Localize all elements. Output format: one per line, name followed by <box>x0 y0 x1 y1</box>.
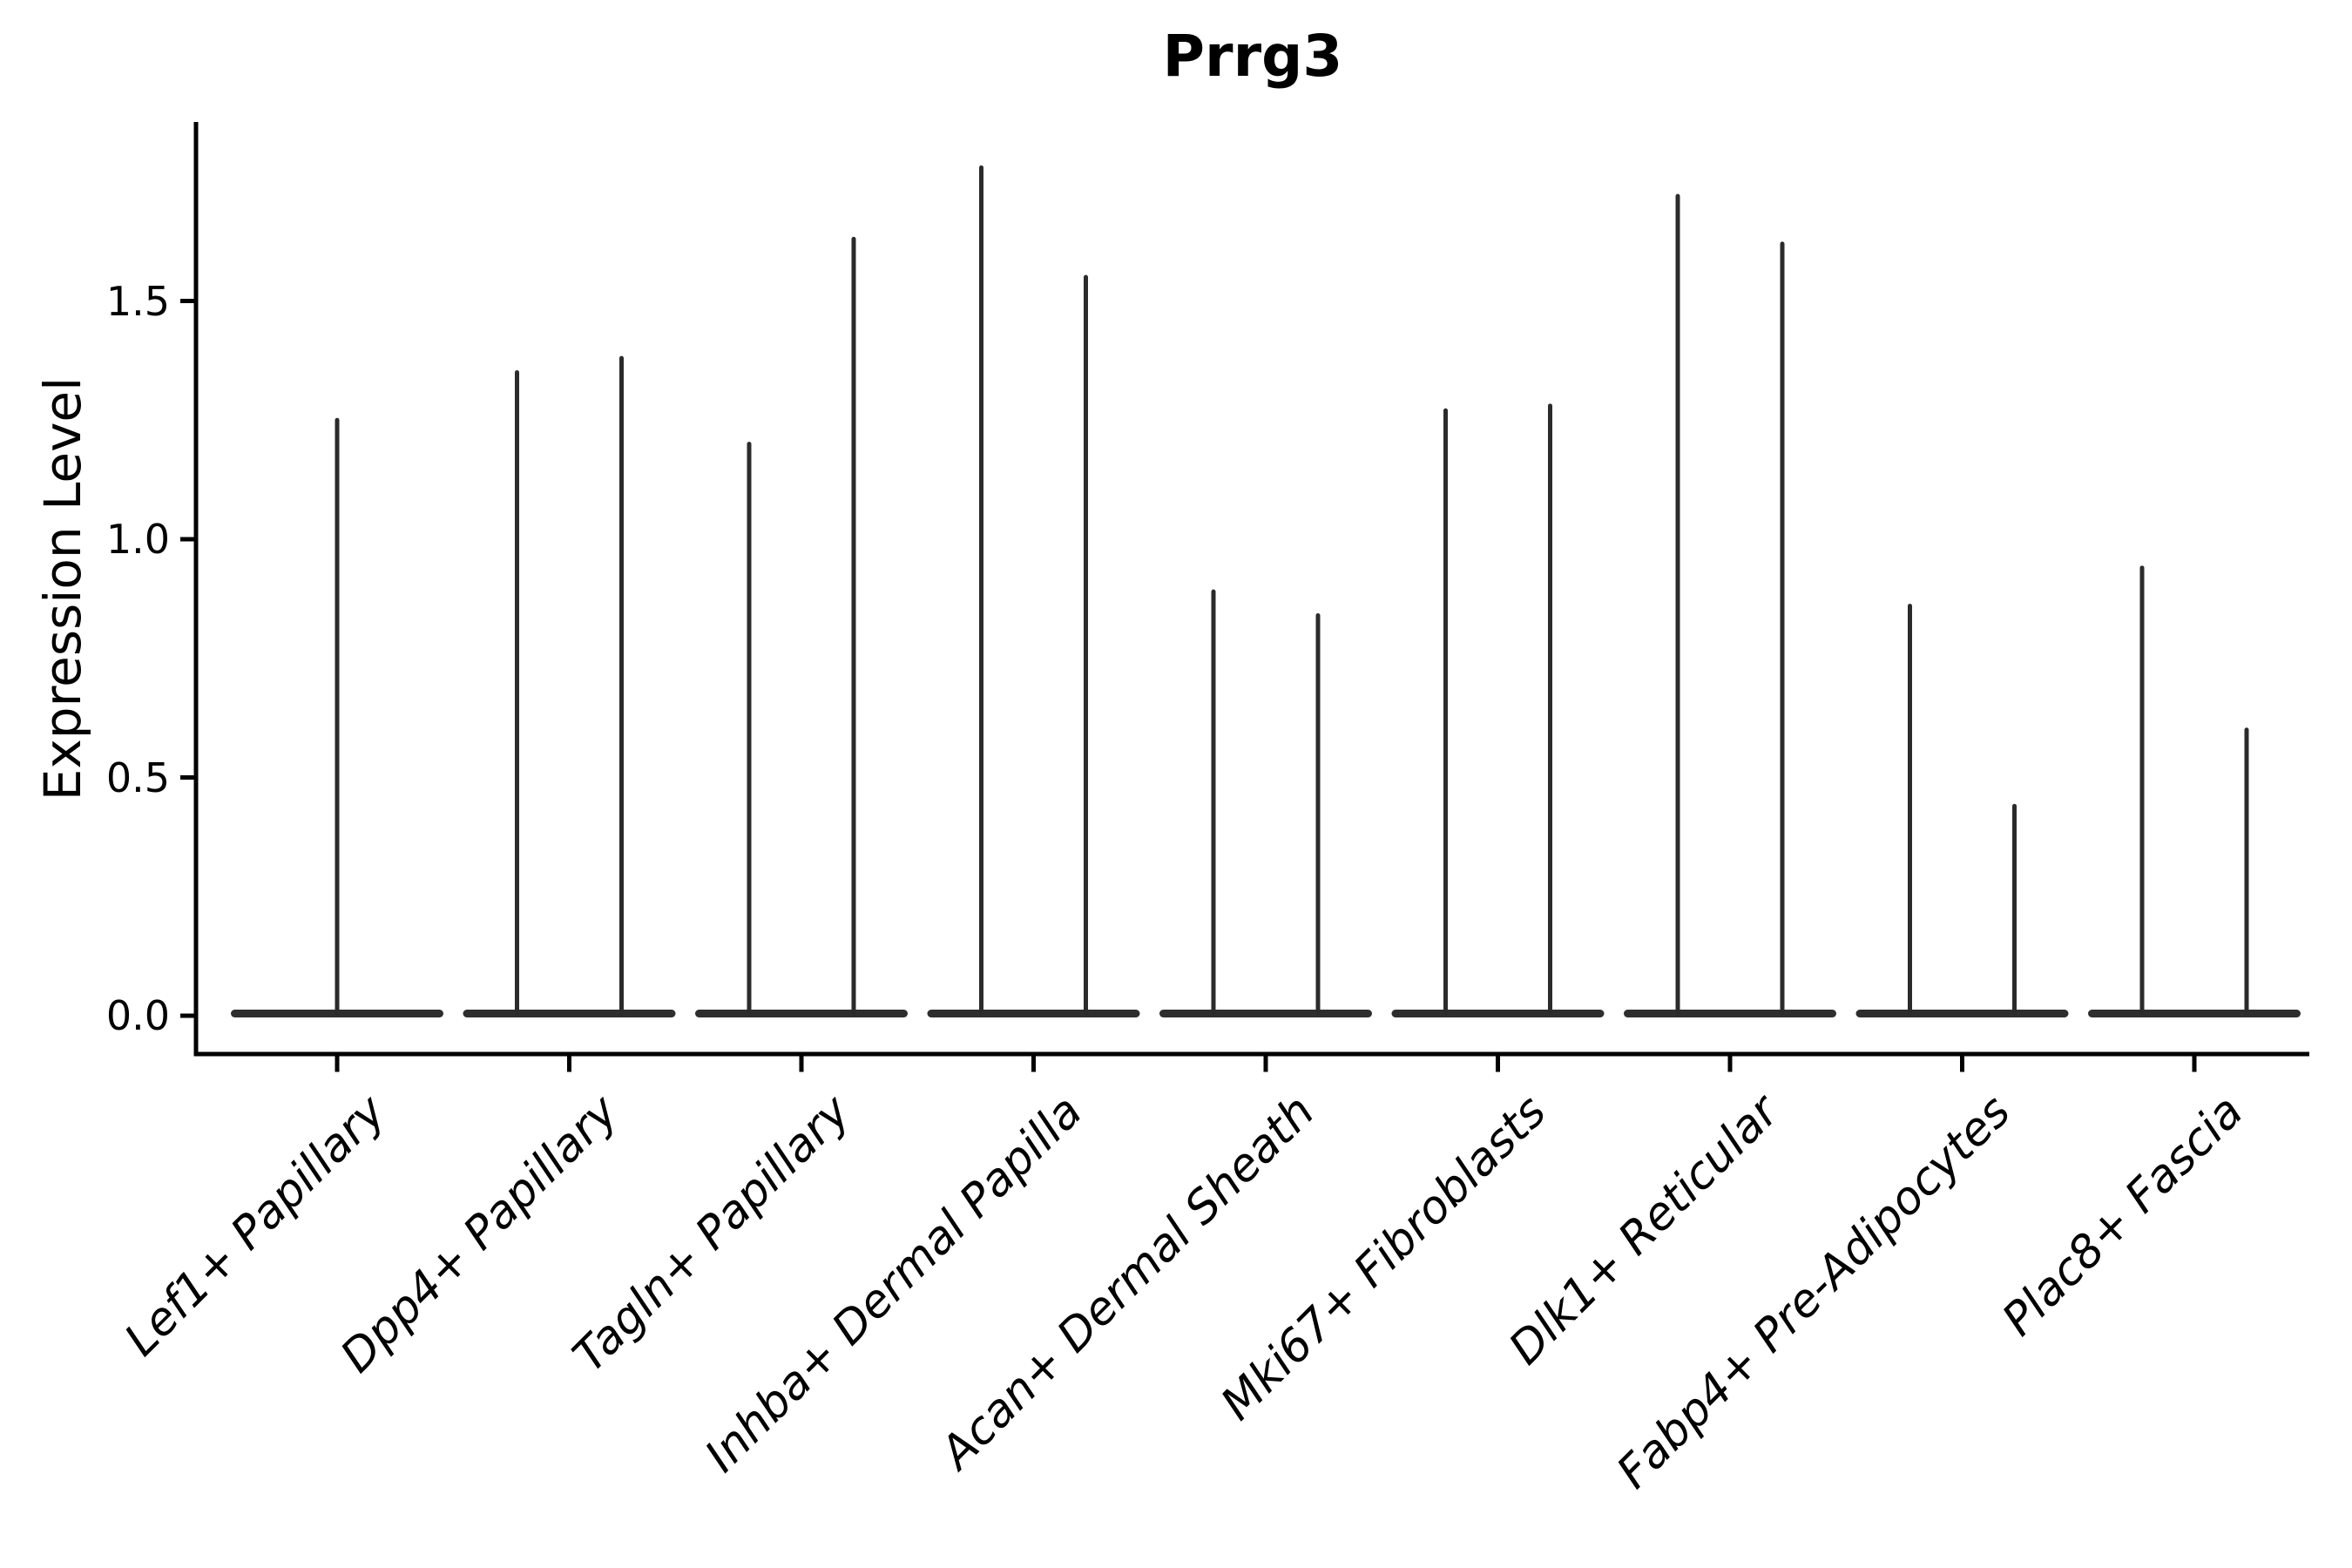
violin-baseline <box>1624 1010 1836 1017</box>
violin-baseline <box>1391 1010 1605 1017</box>
violin-baseline <box>695 1010 908 1017</box>
y-tick-label: 1.0 <box>105 516 170 563</box>
y-axis-label: Expression Level <box>33 376 92 801</box>
y-tick-label: 0.0 <box>105 992 170 1039</box>
violin-baseline <box>2088 1010 2301 1017</box>
chart-title: Prrg3 <box>1162 23 1343 90</box>
violin-baseline <box>927 1010 1140 1017</box>
y-tick-label: 1.5 <box>105 277 170 325</box>
y-tick-label: 0.5 <box>105 754 170 801</box>
violin-baseline <box>1159 1010 1372 1017</box>
violin-baseline <box>463 1010 676 1017</box>
violin-baseline <box>1855 1010 2069 1017</box>
